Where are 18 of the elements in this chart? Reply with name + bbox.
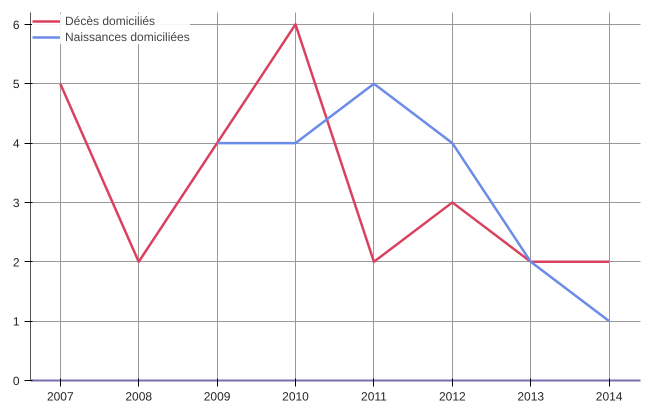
y-tick-label: 3	[12, 196, 20, 210]
x-tick-label: 2009	[204, 390, 231, 404]
legend-label: Naissances domiciliées	[65, 30, 190, 44]
x-tick-label: 2012	[438, 390, 466, 404]
y-tick-label: 5	[12, 77, 20, 92]
x-tick-label: 2010	[282, 390, 310, 404]
legend-label: Décès domiciliés	[65, 14, 156, 28]
x-tick-label: 2014	[596, 390, 623, 404]
x-tick-label: 2008	[125, 390, 152, 404]
x-tick-label: 2007	[46, 390, 74, 404]
y-tick-label: 2	[12, 255, 20, 270]
y-tick-label: 1	[12, 314, 20, 329]
y-tick-label: 4	[12, 136, 20, 151]
x-tick-label: 2013	[517, 390, 544, 404]
y-tick-label: 0	[12, 374, 20, 388]
y-tick-label: 6	[12, 18, 20, 32]
line-series	[216, 82, 610, 322]
x-tick-label: 2011	[361, 390, 388, 404]
